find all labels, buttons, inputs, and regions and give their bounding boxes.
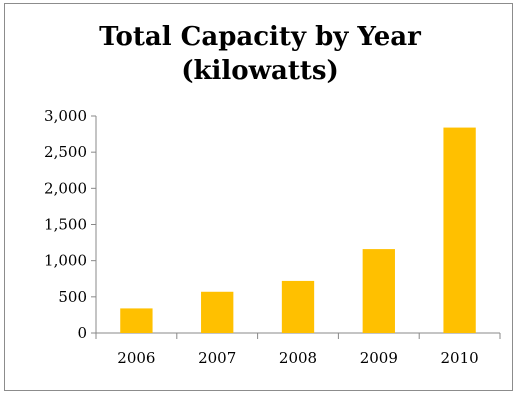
x-tick-label: 2007 — [198, 349, 236, 367]
y-tick-label: 3,000 — [44, 107, 87, 125]
y-tick-label: 2,000 — [44, 179, 87, 197]
bar-2009 — [362, 249, 395, 333]
y-tick-label: 1,500 — [44, 216, 87, 234]
chart-frame — [4, 3, 513, 391]
x-tick-label: 2010 — [441, 349, 479, 367]
bar-2010 — [443, 127, 476, 333]
chart-title-line1: Total Capacity by Year — [99, 22, 421, 52]
x-tick-label: 2009 — [360, 349, 398, 367]
x-tick-label: 2008 — [279, 349, 317, 367]
bar-2007 — [201, 291, 234, 333]
bar-2006 — [120, 308, 153, 333]
y-tick-label: 2,500 — [44, 143, 87, 161]
y-tick-label: 500 — [58, 288, 87, 306]
y-tick-label: 0 — [77, 324, 87, 342]
x-tick-label: 2006 — [117, 349, 155, 367]
chart-title: Total Capacity by Year (kilowatts) — [0, 20, 520, 88]
y-tick-label: 1,000 — [44, 252, 87, 270]
chart-title-line2: (kilowatts) — [181, 56, 339, 86]
bar-2008 — [281, 280, 315, 333]
